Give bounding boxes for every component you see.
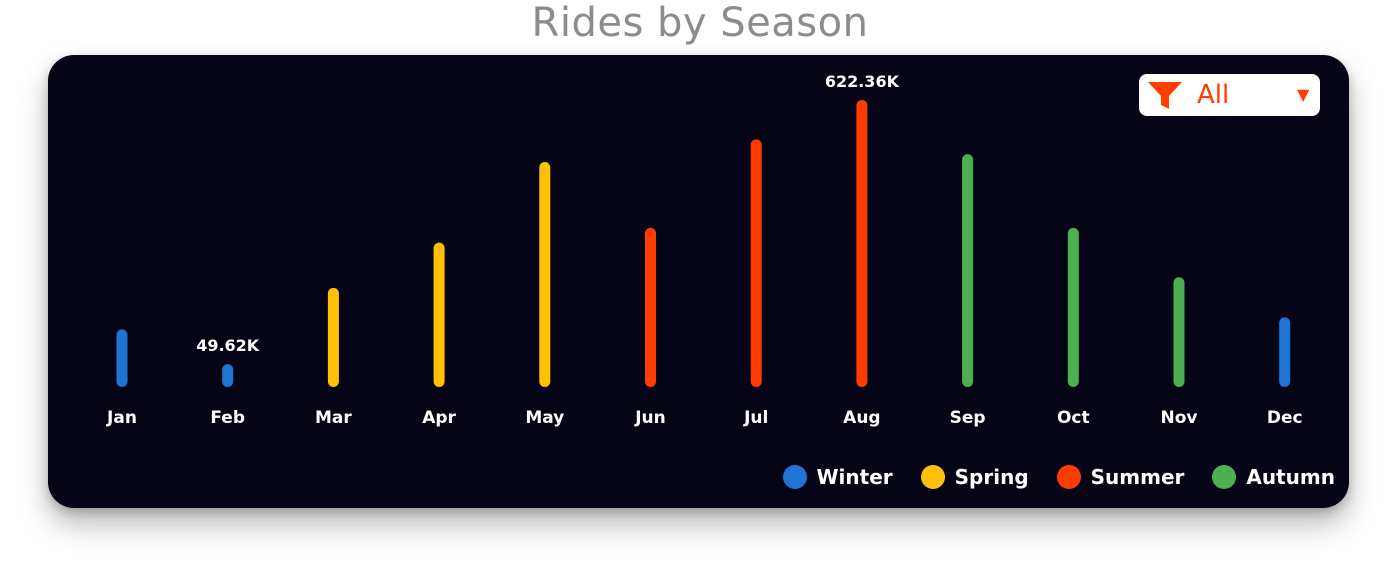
data-label: 49.62K (196, 336, 260, 355)
x-tick-label: Oct (1057, 408, 1090, 428)
chart-legend: Winter Spring Summer Autumn (755, 464, 1335, 490)
legend-label: Summer (1090, 465, 1185, 489)
x-tick-label: Dec (1267, 408, 1303, 428)
funnel-icon (1148, 82, 1182, 109)
legend-swatch (782, 465, 807, 489)
x-tick-label: Jul (743, 408, 768, 428)
x-tick-label: Jun (634, 408, 666, 428)
legend-swatch (1056, 465, 1081, 489)
legend-item-summer[interactable]: Summer (1056, 464, 1185, 490)
x-tick-label: Sep (950, 408, 986, 428)
chart-card: Jan Feb Mar Apr May Jun Jul Aug Sep Oct Nov Dec 49.6… (48, 55, 1349, 508)
filter-selected-value: All (1197, 80, 1230, 110)
x-tick-label: Feb (210, 408, 245, 428)
caret-down-icon: ▼ (1297, 85, 1310, 104)
x-tick-label: Mar (315, 408, 352, 428)
legend-item-spring[interactable]: Spring (920, 464, 1029, 490)
chart-title: Rides by Season (531, 0, 869, 46)
legend-swatch (920, 465, 945, 489)
legend-label: Autumn (1246, 465, 1335, 489)
bar-chart: Jan Feb Mar Apr May Jun Jul Aug Sep Oct Nov Dec 49.6… (106, 72, 1303, 428)
x-tick-label: Nov (1161, 408, 1198, 428)
x-tick-label: Jan (106, 408, 137, 428)
legend-label: Winter (816, 465, 893, 489)
legend-swatch (1212, 465, 1237, 489)
legend-label: Spring (954, 465, 1029, 489)
legend-item-winter[interactable]: Winter (782, 464, 893, 490)
season-filter-dropdown[interactable]: All ▼ (1139, 74, 1320, 116)
x-tick-label: Apr (422, 408, 456, 428)
x-tick-label: Aug (843, 408, 880, 428)
legend-item-autumn[interactable]: Autumn (1212, 464, 1335, 490)
data-label: 622.36K (825, 72, 900, 91)
x-tick-label: May (525, 408, 564, 428)
